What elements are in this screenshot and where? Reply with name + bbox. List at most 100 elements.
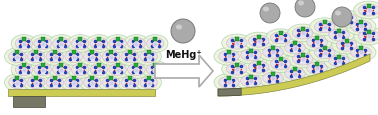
Polygon shape xyxy=(218,55,370,96)
Ellipse shape xyxy=(80,74,105,92)
Ellipse shape xyxy=(121,51,139,63)
Ellipse shape xyxy=(140,77,157,89)
Ellipse shape xyxy=(71,64,89,76)
Ellipse shape xyxy=(248,36,269,48)
Ellipse shape xyxy=(105,35,130,53)
Ellipse shape xyxy=(358,5,378,17)
Ellipse shape xyxy=(98,74,124,92)
Ellipse shape xyxy=(136,48,161,66)
Ellipse shape xyxy=(128,38,145,50)
Ellipse shape xyxy=(46,51,64,63)
Ellipse shape xyxy=(136,74,161,92)
Ellipse shape xyxy=(354,2,378,20)
Ellipse shape xyxy=(67,35,93,53)
Ellipse shape xyxy=(329,30,349,42)
Ellipse shape xyxy=(222,35,252,52)
Ellipse shape xyxy=(351,47,371,59)
Ellipse shape xyxy=(5,48,30,66)
Ellipse shape xyxy=(121,77,139,89)
Ellipse shape xyxy=(109,64,127,76)
Ellipse shape xyxy=(171,20,195,44)
Ellipse shape xyxy=(23,74,49,92)
Ellipse shape xyxy=(244,33,274,50)
Ellipse shape xyxy=(46,77,64,89)
Ellipse shape xyxy=(146,64,164,76)
Ellipse shape xyxy=(354,28,378,45)
Ellipse shape xyxy=(351,21,371,33)
Ellipse shape xyxy=(248,61,269,73)
Ellipse shape xyxy=(61,48,87,66)
Ellipse shape xyxy=(42,48,68,66)
Ellipse shape xyxy=(336,14,357,26)
Ellipse shape xyxy=(65,77,82,89)
Ellipse shape xyxy=(109,38,127,50)
Ellipse shape xyxy=(236,47,266,64)
Ellipse shape xyxy=(280,65,310,83)
Ellipse shape xyxy=(219,51,239,63)
Bar xyxy=(8,89,155,96)
Ellipse shape xyxy=(146,38,164,50)
Ellipse shape xyxy=(143,35,168,53)
Ellipse shape xyxy=(30,61,56,79)
Ellipse shape xyxy=(310,19,340,36)
Ellipse shape xyxy=(30,35,56,53)
Polygon shape xyxy=(218,88,241,96)
Ellipse shape xyxy=(346,44,376,62)
Ellipse shape xyxy=(102,77,120,89)
Ellipse shape xyxy=(84,51,101,63)
Ellipse shape xyxy=(314,21,335,33)
Ellipse shape xyxy=(241,49,261,61)
Ellipse shape xyxy=(11,35,37,53)
Ellipse shape xyxy=(80,48,105,66)
Ellipse shape xyxy=(307,37,327,49)
Ellipse shape xyxy=(222,61,252,78)
Ellipse shape xyxy=(34,38,51,50)
Ellipse shape xyxy=(332,37,362,55)
Ellipse shape xyxy=(71,38,89,50)
Ellipse shape xyxy=(346,18,376,36)
Ellipse shape xyxy=(263,72,283,84)
Ellipse shape xyxy=(260,4,280,24)
Ellipse shape xyxy=(324,27,354,44)
Ellipse shape xyxy=(214,74,244,91)
Ellipse shape xyxy=(226,63,247,75)
Ellipse shape xyxy=(90,38,108,50)
Ellipse shape xyxy=(27,51,45,63)
Ellipse shape xyxy=(214,48,244,66)
Ellipse shape xyxy=(293,28,313,40)
Ellipse shape xyxy=(67,61,93,79)
Ellipse shape xyxy=(86,35,112,53)
Ellipse shape xyxy=(15,64,33,76)
Ellipse shape xyxy=(335,11,341,16)
Ellipse shape xyxy=(324,53,354,70)
Ellipse shape xyxy=(293,53,313,65)
Ellipse shape xyxy=(295,0,315,18)
Ellipse shape xyxy=(53,38,70,50)
Ellipse shape xyxy=(241,75,261,87)
Ellipse shape xyxy=(49,35,74,53)
Ellipse shape xyxy=(285,68,305,80)
Ellipse shape xyxy=(266,30,296,47)
Ellipse shape xyxy=(236,72,266,90)
Ellipse shape xyxy=(84,77,101,89)
Ellipse shape xyxy=(102,51,120,63)
Ellipse shape xyxy=(358,31,378,43)
Ellipse shape xyxy=(258,70,288,87)
Ellipse shape xyxy=(288,51,318,68)
Ellipse shape xyxy=(176,25,182,30)
Ellipse shape xyxy=(124,61,149,79)
Ellipse shape xyxy=(302,60,332,77)
Ellipse shape xyxy=(15,38,33,50)
Ellipse shape xyxy=(90,64,108,76)
Ellipse shape xyxy=(226,38,247,50)
Ellipse shape xyxy=(314,47,335,59)
Ellipse shape xyxy=(34,64,51,76)
Ellipse shape xyxy=(143,61,168,79)
Ellipse shape xyxy=(53,64,70,76)
Ellipse shape xyxy=(263,7,269,12)
Ellipse shape xyxy=(270,32,291,44)
Ellipse shape xyxy=(65,51,82,63)
Ellipse shape xyxy=(266,55,296,73)
Ellipse shape xyxy=(310,44,340,62)
Ellipse shape xyxy=(124,35,149,53)
